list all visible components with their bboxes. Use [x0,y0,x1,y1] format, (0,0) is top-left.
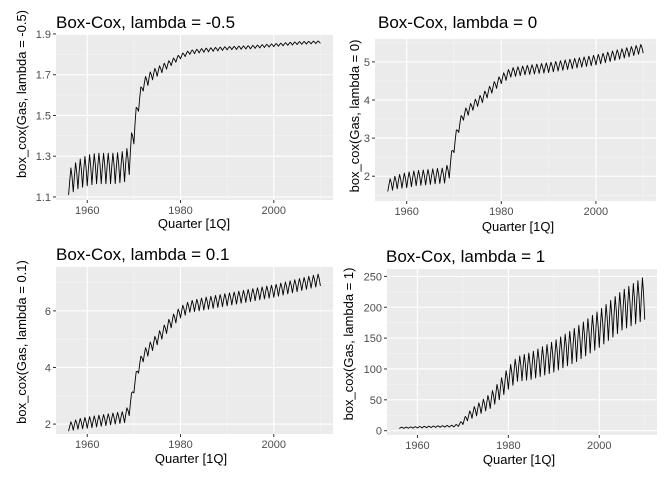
x-tick-label: 1980 [168,439,192,451]
series-line [68,273,321,432]
plot-background [387,269,657,435]
chart-title: Box-Cox, lambda = 0 [378,13,537,32]
chart-title: Box-Cox, lambda = 0.1 [56,245,229,264]
chart-title: Box-Cox, lambda = 1 [386,247,545,266]
y-tick-label: 0 [376,426,382,438]
y-axis-label: box_cox(Gas, lambda = 1) [341,268,356,421]
x-tick-label: 2000 [262,439,286,451]
x-axis-label: Quarter [1Q] [482,219,554,234]
x-axis-label: Quarter [1Q] [155,451,227,466]
y-tick-label: 50 [370,395,382,407]
x-tick-label: 1960 [75,205,99,217]
chart-panel: Box-Cox, lambda = 0.1 box_cox(Gas, lambd… [14,245,333,466]
y-tick-label: 200 [364,302,382,314]
y-tick-label: 150 [364,333,382,345]
y-tick-label: 2 [45,419,51,431]
y-axis-label: box_cox(Gas, lambda = -0.5) [14,10,29,178]
y-tick-label: 6 [45,306,51,318]
y-tick-label: 4 [45,362,51,374]
series-line [399,277,646,429]
x-tick-label: 1960 [405,440,429,452]
y-tick-label: 1.1 [36,192,51,204]
y-tick-label: 5 [364,57,370,69]
chart-panel: Box-Cox, lambda = 1 box_cox(Gas, lambda … [341,247,657,467]
x-tick-label: 1980 [496,440,520,452]
y-axis-label: box_cox(Gas, lambda = 0.1) [14,260,29,424]
x-axis-label: Quarter [1Q] [483,452,555,467]
plot-background [375,39,656,201]
y-tick-label: 1.3 [36,151,51,163]
x-axis-label: Quarter [1Q] [158,216,230,231]
chart-panel: Box-Cox, lambda = -0.5 box_cox(Gas, lamb… [14,10,333,231]
x-tick-label: 2000 [584,206,608,218]
plot-background [56,267,333,434]
y-tick-label: 250 [364,271,382,283]
y-tick-label: 3 [364,133,370,145]
y-tick-label: 1.5 [36,110,51,122]
x-tick-label: 1960 [394,206,418,218]
y-tick-label: 1.7 [36,70,51,82]
x-tick-label: 1980 [489,206,513,218]
y-tick-label: 100 [364,364,382,376]
x-tick-label: 1960 [75,439,99,451]
y-tick-label: 1.9 [36,29,51,41]
x-tick-label: 1980 [168,205,192,217]
y-axis-label: box_cox(Gas, lambda = 0) [347,40,362,193]
series-line [68,40,321,195]
y-tick-label: 4 [364,95,370,107]
series-line [387,44,644,192]
y-tick-label: 2 [364,171,370,183]
chart-panel: Box-Cox, lambda = 0 box_cox(Gas, lambda … [347,13,656,234]
x-tick-label: 2000 [587,440,611,452]
chart-title: Box-Cox, lambda = -0.5 [56,13,235,32]
x-tick-label: 2000 [262,205,286,217]
